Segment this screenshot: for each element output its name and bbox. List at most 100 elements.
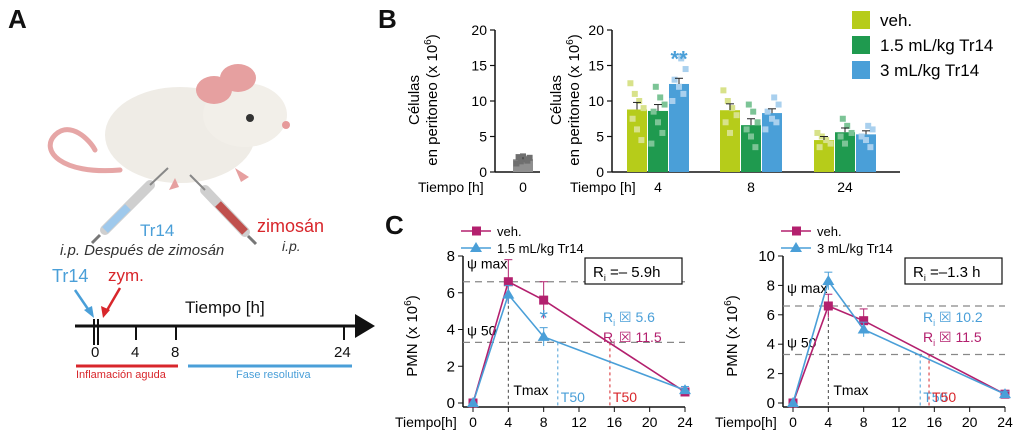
c2-ri-line: Ri ☒ 10.2 bbox=[923, 309, 983, 328]
c1-t50-label: T50 bbox=[613, 389, 637, 405]
b2-point bbox=[842, 140, 848, 147]
b2-point bbox=[657, 94, 664, 101]
b1-y-tick-label: 20 bbox=[471, 22, 487, 38]
b2-point bbox=[648, 140, 655, 147]
c1-x-tick-label: 0 bbox=[469, 414, 477, 430]
b2-point bbox=[745, 101, 752, 108]
b2-point bbox=[814, 129, 821, 136]
b2-point bbox=[773, 119, 780, 126]
b1-point bbox=[520, 153, 526, 160]
c1-x-tick-label: 8 bbox=[540, 414, 548, 430]
b2-point bbox=[720, 87, 727, 94]
c2-y-axis-label: PMN (x 106) bbox=[723, 295, 741, 376]
b2-point bbox=[652, 83, 659, 90]
b2-point bbox=[865, 122, 872, 129]
syringe-tr14-icon bbox=[90, 167, 169, 245]
b1-point bbox=[513, 160, 520, 167]
b2-bar bbox=[669, 83, 689, 172]
c2-x-tick-label: 16 bbox=[927, 414, 943, 430]
b2-point bbox=[827, 140, 834, 147]
chart-b-groups: Célulasen peritoneo (x 106) 0 5 10 15 20 Tiemp… bbox=[548, 11, 993, 195]
c1-legend-label: 1.5 mL/kg Tr14 bbox=[497, 241, 584, 256]
b2-point bbox=[848, 129, 855, 136]
b2-point bbox=[627, 80, 634, 87]
b2-x-tick-label: 8 bbox=[747, 179, 755, 195]
phase-inflammation-label: Inflamación aguda bbox=[76, 369, 166, 381]
c2-t50-label: T50 bbox=[932, 389, 956, 405]
c1-legend-marker bbox=[470, 242, 482, 252]
c2-point bbox=[857, 323, 870, 334]
zym-arrow-icon bbox=[104, 287, 122, 313]
c2-point bbox=[823, 301, 833, 311]
b2-bar bbox=[627, 109, 647, 172]
b2-point bbox=[752, 144, 759, 151]
c1-point bbox=[467, 397, 479, 407]
b2-point bbox=[631, 90, 638, 97]
panel-b-letter: B bbox=[378, 4, 397, 34]
c1-point bbox=[503, 277, 513, 287]
panel-a-illustration bbox=[47, 64, 375, 368]
mouse-illustration bbox=[47, 64, 290, 190]
c2-point bbox=[999, 388, 1011, 399]
b2-point bbox=[858, 133, 865, 140]
b1-x-tick-label: 0 bbox=[519, 179, 527, 195]
b2-point bbox=[682, 66, 689, 73]
timeline-zym-label: zym. bbox=[108, 266, 144, 285]
b1-point bbox=[517, 158, 524, 165]
c1-x-tick-label: 4 bbox=[504, 414, 512, 430]
c2-x-tick-label: 4 bbox=[824, 414, 832, 430]
c2-point bbox=[859, 316, 869, 326]
c2-tmax-label: Tmax bbox=[833, 382, 868, 398]
b2-x-tick-label: 24 bbox=[837, 179, 853, 195]
b2-point bbox=[844, 122, 851, 129]
c1-series-line bbox=[472, 280, 686, 404]
c2-point bbox=[787, 397, 799, 407]
b2-legend-swatch bbox=[852, 36, 870, 54]
c1-y-tick-label: 8 bbox=[447, 248, 455, 265]
b2-y-tick-label: 15 bbox=[588, 58, 604, 74]
b2-x-axis-label: Tiempo [h] bbox=[570, 179, 636, 195]
c2-legend-marker bbox=[792, 226, 801, 236]
c2-y-tick-label: 0 bbox=[767, 395, 775, 412]
b2-bar bbox=[648, 110, 668, 172]
c1-tmax-label: Tmax bbox=[513, 382, 548, 398]
b2-y-axis-label: Célulasen peritoneo (x 106) bbox=[548, 34, 583, 165]
b2-point bbox=[867, 144, 874, 151]
c1-t50-label: T50 bbox=[561, 389, 585, 405]
c2-legend-label: veh. bbox=[817, 224, 842, 239]
c1-ri-line: Ri ☒ 11.5 bbox=[603, 329, 662, 348]
b2-legend-swatch bbox=[852, 61, 870, 79]
c1-x-axis-label: Tiempo[h] bbox=[395, 414, 457, 430]
c1-x-tick-label: 16 bbox=[607, 414, 623, 430]
c1-point bbox=[679, 384, 691, 395]
b1-point bbox=[515, 154, 522, 161]
b2-point bbox=[769, 115, 775, 122]
b2-point bbox=[661, 101, 668, 108]
timeline-tick-8: 8 bbox=[171, 344, 180, 361]
c1-y-tick-label: 2 bbox=[447, 358, 455, 375]
b2-y-tick-label: 5 bbox=[596, 129, 604, 145]
b2-point bbox=[764, 108, 771, 115]
b2-point bbox=[680, 90, 687, 97]
c1-psi-50-label: ψ 50 bbox=[467, 322, 497, 338]
zymosan-route: i.p. bbox=[282, 238, 301, 254]
c1-significance-label: * bbox=[539, 306, 548, 331]
b1-point bbox=[524, 157, 531, 164]
c2-y-tick-label: 4 bbox=[767, 336, 775, 353]
c2-ri-line: Ri ☒ 11.5 bbox=[923, 329, 982, 348]
b2-point bbox=[669, 98, 676, 104]
b2-point bbox=[839, 115, 846, 122]
c2-y-tick-label: 8 bbox=[767, 277, 775, 294]
c1-point bbox=[502, 288, 515, 299]
b2-point bbox=[727, 129, 733, 136]
b2-point bbox=[636, 98, 643, 104]
b2-point bbox=[722, 119, 729, 126]
b2-point bbox=[837, 133, 844, 140]
c2-ri-box bbox=[904, 257, 1003, 285]
panel-a-letter: A bbox=[8, 4, 27, 34]
b2-point bbox=[762, 126, 769, 133]
b2-point bbox=[771, 94, 778, 101]
b2-point bbox=[650, 108, 657, 115]
